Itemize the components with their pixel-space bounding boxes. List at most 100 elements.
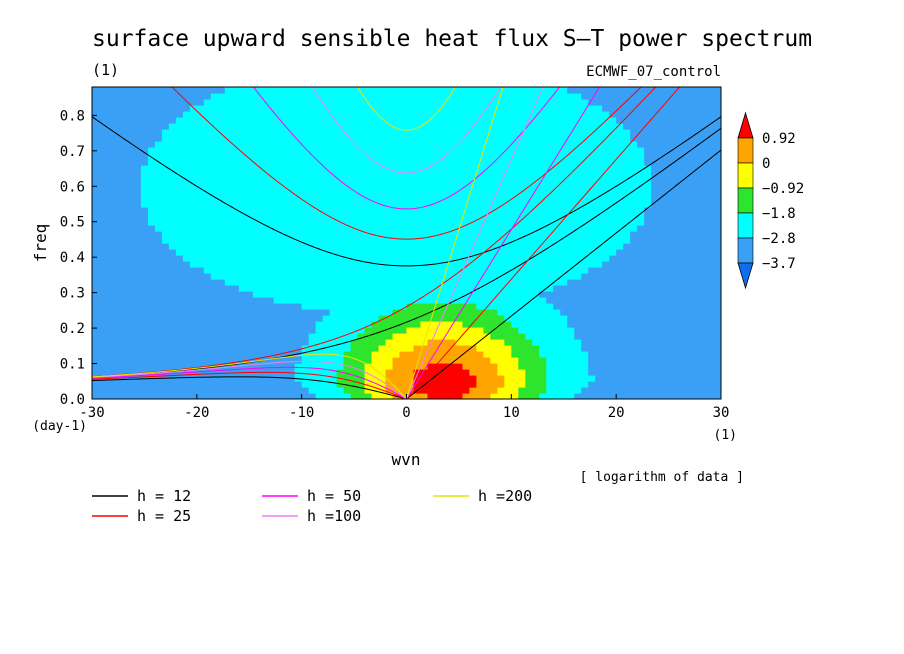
- heat-cell: [350, 105, 359, 112]
- heat-cell: [406, 165, 415, 172]
- heat-cell: [168, 135, 177, 142]
- colorbar-label: −1.8: [762, 206, 796, 222]
- heat-cell: [546, 171, 554, 178]
- heat-cell: [448, 351, 457, 358]
- heat-cell: [553, 123, 561, 130]
- heat-cell: [189, 327, 198, 334]
- heat-cell: [364, 237, 373, 244]
- heat-cell: [266, 345, 275, 352]
- heat-cell: [581, 321, 589, 328]
- heat-cell: [399, 159, 408, 166]
- heat-cell: [126, 117, 135, 124]
- heat-cell: [707, 321, 715, 328]
- heat-cell: [581, 237, 589, 244]
- heat-cell: [609, 87, 617, 94]
- heat-cell: [133, 285, 142, 292]
- heat-cell: [105, 279, 114, 286]
- heat-cell: [364, 381, 373, 388]
- heat-cell: [119, 345, 128, 352]
- heat-cell: [420, 153, 429, 160]
- heat-cell: [259, 165, 268, 172]
- heat-cell: [280, 261, 289, 268]
- heat-cell: [280, 309, 289, 316]
- heat-cell: [266, 189, 275, 196]
- heat-cell: [224, 297, 233, 304]
- heat-cell: [161, 207, 170, 214]
- heat-cell: [385, 201, 394, 208]
- heat-cell: [476, 303, 484, 310]
- heat-cell: [455, 237, 464, 244]
- heat-cell: [224, 381, 233, 388]
- heat-cell: [147, 129, 156, 136]
- heat-cell: [392, 381, 401, 388]
- heat-cell: [441, 309, 450, 316]
- heat-cell: [119, 177, 128, 184]
- heat-cell: [357, 315, 366, 322]
- heat-cell: [574, 99, 582, 106]
- heat-cell: [434, 123, 443, 130]
- heat-cell: [616, 303, 624, 310]
- heat-cell: [287, 309, 296, 316]
- heat-cell: [700, 321, 708, 328]
- heat-cell: [672, 147, 680, 154]
- heat-cell: [588, 129, 596, 136]
- heat-cell: [287, 381, 296, 388]
- heat-cell: [252, 117, 261, 124]
- heat-cell: [273, 195, 282, 202]
- heat-cell: [210, 261, 219, 268]
- heat-cell: [707, 285, 715, 292]
- heat-cell: [679, 183, 687, 190]
- heat-cell: [315, 261, 324, 268]
- heat-cell: [203, 123, 212, 130]
- heat-cell: [238, 351, 247, 358]
- heat-cell: [511, 183, 519, 190]
- heat-cell: [553, 291, 561, 298]
- heat-cell: [98, 213, 107, 220]
- heat-cell: [245, 393, 254, 399]
- heat-cell: [504, 237, 512, 244]
- heat-cell: [357, 297, 366, 304]
- heat-cell: [630, 381, 638, 388]
- heat-cell: [588, 333, 596, 340]
- heat-cell: [483, 315, 491, 322]
- heat-cell: [371, 171, 380, 178]
- heat-cell: [581, 87, 589, 94]
- heat-cell: [525, 123, 533, 130]
- heat-cell: [252, 177, 261, 184]
- heat-cell: [539, 291, 547, 298]
- heat-cell: [154, 249, 163, 256]
- heat-cell: [336, 201, 345, 208]
- heat-cell: [406, 375, 415, 382]
- heat-cell: [630, 183, 638, 190]
- heat-cell: [308, 135, 317, 142]
- heat-cell: [147, 237, 156, 244]
- heat-cell: [308, 363, 317, 370]
- heat-cell: [357, 129, 366, 136]
- heat-cell: [364, 147, 373, 154]
- heat-cell: [140, 243, 149, 250]
- heat-cell: [364, 369, 373, 376]
- heat-cell: [273, 285, 282, 292]
- heat-cell: [301, 357, 310, 364]
- heat-cell: [350, 93, 359, 100]
- heat-cell: [385, 285, 394, 292]
- heat-cell: [490, 201, 498, 208]
- heat-cell: [595, 171, 603, 178]
- heat-cell: [385, 159, 394, 166]
- heat-cell: [378, 291, 387, 298]
- heat-cell: [399, 345, 408, 352]
- heat-cell: [511, 243, 519, 250]
- heat-cell: [147, 207, 156, 214]
- rossby-curve: [92, 360, 407, 399]
- heat-cell: [210, 351, 219, 358]
- heat-cell: [92, 255, 100, 262]
- heat-cell: [224, 339, 233, 346]
- heat-cell: [644, 123, 652, 130]
- heat-cell: [329, 333, 338, 340]
- heat-cell: [301, 189, 310, 196]
- heat-cell: [700, 225, 708, 232]
- heat-cell: [315, 321, 324, 328]
- heat-cell: [315, 237, 324, 244]
- heat-cell: [693, 225, 701, 232]
- heat-cell: [92, 273, 100, 280]
